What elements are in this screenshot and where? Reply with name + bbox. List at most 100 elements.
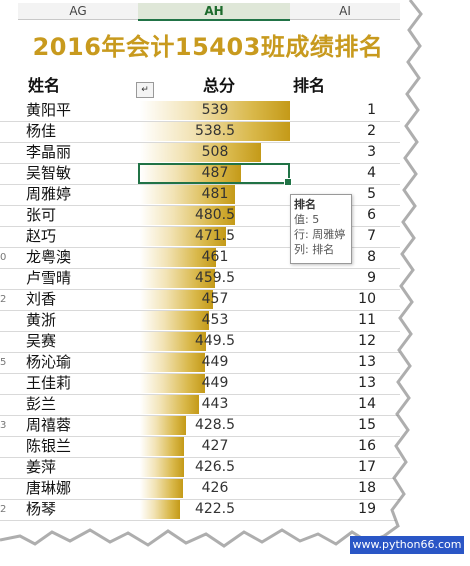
rank-value[interactable]: 17 xyxy=(358,459,376,475)
student-name[interactable]: 吴赛 xyxy=(26,332,57,350)
selected-cell[interactable] xyxy=(138,163,292,186)
rank-value[interactable]: 4 xyxy=(367,165,376,181)
cell-tooltip: 排名 值: 5 行: 周雅婷 列: 排名 xyxy=(290,194,352,264)
score-cell[interactable]: 508 xyxy=(140,143,290,162)
table-row[interactable]: 杨佳 538.5 2 xyxy=(0,121,400,143)
rank-value[interactable]: 19 xyxy=(358,501,376,517)
student-name[interactable]: 黄阳平 xyxy=(26,101,72,119)
score-value: 422.5 xyxy=(194,501,236,517)
rank-value[interactable]: 2 xyxy=(367,123,376,139)
student-name[interactable]: 彭兰 xyxy=(26,395,57,413)
student-name[interactable]: 龙粤澳 xyxy=(26,248,72,266)
student-name[interactable]: 周禧蓉 xyxy=(26,416,72,434)
table-row[interactable]: 黄浙 453 11 xyxy=(0,310,400,332)
rank-value[interactable]: 11 xyxy=(358,312,376,328)
table-row[interactable]: 5 杨沁瑜 449 13 xyxy=(0,352,400,374)
score-cell[interactable]: 457 xyxy=(140,290,290,309)
score-cell[interactable]: 453 xyxy=(140,311,290,330)
table-row[interactable]: 姜萍 426.5 17 xyxy=(0,457,400,479)
score-cell[interactable]: 539 xyxy=(140,101,290,120)
student-name[interactable]: 赵巧 xyxy=(26,227,57,245)
column-header-ai[interactable]: AI xyxy=(290,3,400,20)
score-cell[interactable]: 427 xyxy=(140,437,290,456)
student-name[interactable]: 周雅婷 xyxy=(26,185,72,203)
rank-value[interactable]: 13 xyxy=(358,375,376,391)
score-cell[interactable]: 422.5 xyxy=(140,500,290,519)
score-value: 459.5 xyxy=(194,270,236,286)
student-name[interactable]: 杨佳 xyxy=(26,122,57,140)
row-number[interactable]: 3 xyxy=(0,420,7,431)
row-number[interactable] xyxy=(0,268,18,289)
student-name[interactable]: 杨琴 xyxy=(26,500,57,518)
student-name[interactable]: 刘香 xyxy=(26,290,57,308)
table-row[interactable]: 唐琳娜 426 18 xyxy=(0,478,400,500)
row-number[interactable]: 0 xyxy=(0,252,7,263)
table-row[interactable]: 2 杨琴 422.5 19 xyxy=(0,499,400,521)
table-row[interactable]: 黄阳平 539 1 xyxy=(0,100,400,122)
score-cell[interactable]: 449 xyxy=(140,353,290,372)
filter-dropdown-icon[interactable]: ↵ xyxy=(136,82,154,98)
row-number[interactable] xyxy=(0,331,18,352)
table-row[interactable]: 陈银兰 427 16 xyxy=(0,436,400,458)
student-name[interactable]: 黄浙 xyxy=(26,311,57,329)
rank-value[interactable]: 1 xyxy=(367,102,376,118)
row-number[interactable] xyxy=(0,394,18,415)
rank-value[interactable]: 13 xyxy=(358,354,376,370)
row-number[interactable] xyxy=(0,184,18,205)
student-name[interactable]: 李晶丽 xyxy=(26,143,72,161)
table-row[interactable]: 王佳莉 449 13 xyxy=(0,373,400,395)
student-name[interactable]: 杨沁瑜 xyxy=(26,353,72,371)
column-header-ag[interactable]: AG xyxy=(18,3,138,20)
score-cell[interactable]: 426 xyxy=(140,479,290,498)
table-row[interactable]: 李晶丽 508 3 xyxy=(0,142,400,164)
row-number[interactable] xyxy=(0,457,18,478)
row-number[interactable]: 2 xyxy=(0,504,7,515)
score-cell[interactable]: 461 xyxy=(140,248,290,267)
student-name[interactable]: 姜萍 xyxy=(26,458,57,476)
row-number[interactable] xyxy=(0,436,18,457)
score-cell[interactable]: 471.5 xyxy=(140,227,290,246)
column-header-ah[interactable]: AH xyxy=(138,3,290,21)
score-cell[interactable]: 449.5 xyxy=(140,332,290,351)
score-cell[interactable]: 480.5 xyxy=(140,206,290,225)
student-name[interactable]: 唐琳娜 xyxy=(26,479,72,497)
row-number[interactable] xyxy=(0,205,18,226)
rank-value[interactable]: 9 xyxy=(367,270,376,286)
row-number[interactable]: 5 xyxy=(0,357,7,368)
score-cell[interactable]: 449 xyxy=(140,374,290,393)
row-number[interactable] xyxy=(0,478,18,499)
table-row[interactable]: 3 周禧蓉 428.5 15 xyxy=(0,415,400,437)
score-cell[interactable]: 538.5 xyxy=(140,122,290,141)
rank-value[interactable]: 18 xyxy=(358,480,376,496)
table-row[interactable]: 彭兰 443 14 xyxy=(0,394,400,416)
rank-value[interactable]: 10 xyxy=(358,291,376,307)
rank-value[interactable]: 15 xyxy=(358,417,376,433)
row-number[interactable] xyxy=(0,373,18,394)
score-cell[interactable]: 428.5 xyxy=(140,416,290,435)
student-name[interactable]: 陈银兰 xyxy=(26,437,72,455)
score-cell[interactable]: 443 xyxy=(140,395,290,414)
rank-value[interactable]: 16 xyxy=(358,438,376,454)
score-cell[interactable]: 459.5 xyxy=(140,269,290,288)
row-number[interactable]: 2 xyxy=(0,294,7,305)
student-name[interactable]: 王佳莉 xyxy=(26,374,72,392)
row-number[interactable] xyxy=(0,100,18,121)
table-row[interactable]: 吴赛 449.5 12 xyxy=(0,331,400,353)
rank-value[interactable]: 14 xyxy=(358,396,376,412)
row-number[interactable] xyxy=(0,121,18,142)
student-name[interactable]: 吴智敏 xyxy=(26,164,72,182)
score-value: 481 xyxy=(201,186,229,202)
score-cell[interactable]: 481 xyxy=(140,185,290,204)
table-row[interactable]: 2 刘香 457 10 xyxy=(0,289,400,311)
row-number[interactable] xyxy=(0,142,18,163)
student-name[interactable]: 张可 xyxy=(26,206,57,224)
fill-handle[interactable] xyxy=(284,178,292,186)
score-cell[interactable]: 426.5 xyxy=(140,458,290,477)
student-name[interactable]: 卢雪晴 xyxy=(26,269,72,287)
rank-value[interactable]: 12 xyxy=(358,333,376,349)
row-number[interactable] xyxy=(0,163,18,184)
rank-value[interactable]: 3 xyxy=(367,144,376,160)
row-number[interactable] xyxy=(0,226,18,247)
row-number[interactable] xyxy=(0,310,18,331)
table-row[interactable]: 卢雪晴 459.5 9 xyxy=(0,268,400,290)
